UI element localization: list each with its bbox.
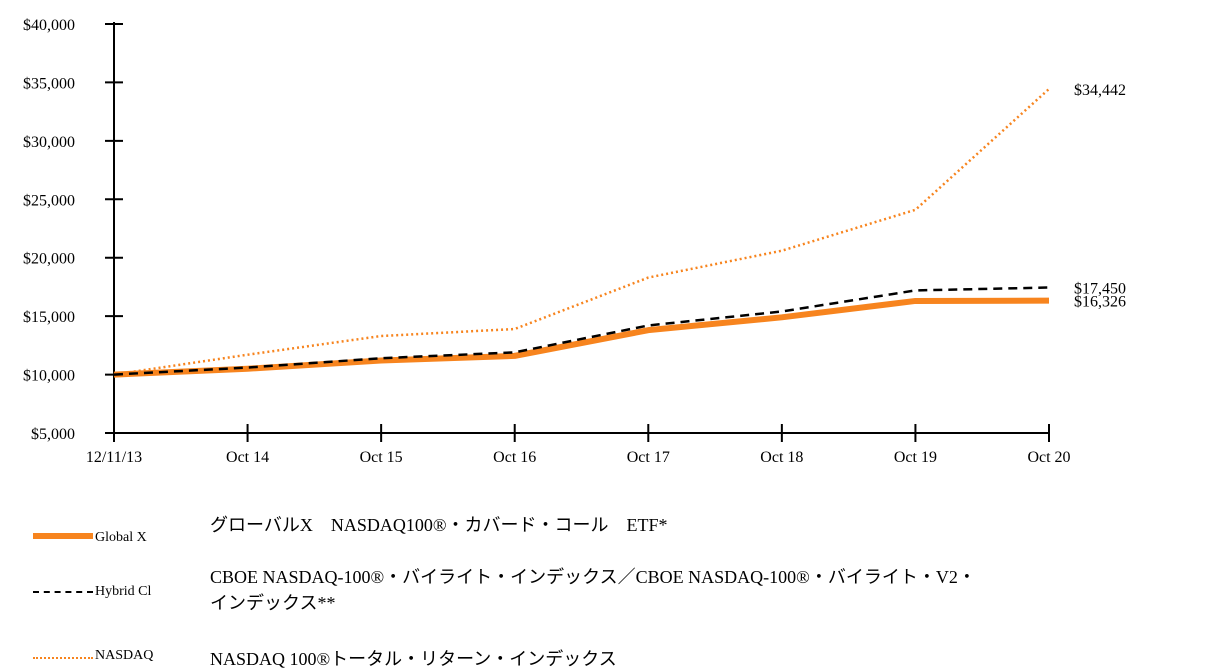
legend-series-description: NASDAQ 100®トータル・リターン・インデックス [210,649,617,669]
end-value-label: $16,326 [1074,294,1126,311]
y-tick-label: $20,000 [23,251,75,268]
legend-series-description: CBOE NASDAQ-100®・バイライト・インデックス／CBOE NASDA… [210,564,1215,616]
legend-swatch-solid [33,533,93,539]
x-tick-label: Oct 20 [1027,449,1070,466]
end-value-labels: $16,326$17,450 $34,442 [1074,82,1126,311]
series-line-global-x [113,297,1050,378]
y-tick-label: $5,000 [31,426,75,443]
line-chart: $5,000 $10,000 $15,000 $20,000 $25,000 $30,00… [23,17,1126,466]
x-tick-label: Oct 14 [226,449,269,466]
series-line-nasdaq [113,88,1050,376]
legend-series-description: グローバルX NASDAQ100®・カバード・コール ETF* [210,515,668,535]
y-tick-label: $15,000 [23,309,75,326]
y-tick-label: $10,000 [23,368,75,385]
legend-description-line-2: インデックス** [210,593,336,613]
y-tick-label: $40,000 [23,17,75,34]
x-tick-label: Oct 17 [627,449,670,466]
legend-swatch-dashed [33,591,93,593]
end-value-label: $34,442 [1074,82,1126,99]
chart-axes: $5,000 $10,000 $15,000 $20,000 $25,000 $30,00… [23,17,1071,466]
x-tick-label: Oct 19 [894,449,937,466]
y-tick-label: $35,000 [23,75,75,92]
y-tick-label: $25,000 [23,192,75,209]
legend-series-name: NASDAQ [95,648,154,663]
y-tick-label: $30,000 [23,134,75,151]
legend-series-name: Global X [95,530,147,545]
legend-swatch-dotted [33,657,93,659]
series-line-hybrid-cl [113,286,1050,376]
end-value-label: $17,450 [1074,281,1126,298]
legend-series-name: Hybrid Cl [95,584,152,599]
x-tick-label: Oct 15 [360,449,403,466]
legend-description-line-1: CBOE NASDAQ-100®・バイライト・インデックス／CBOE NASDA… [210,567,976,587]
x-tick-label: Oct 16 [493,449,536,466]
x-tick-label: 12/11/13 [86,449,142,466]
series-lines [113,88,1050,378]
x-tick-label: Oct 18 [760,449,803,466]
